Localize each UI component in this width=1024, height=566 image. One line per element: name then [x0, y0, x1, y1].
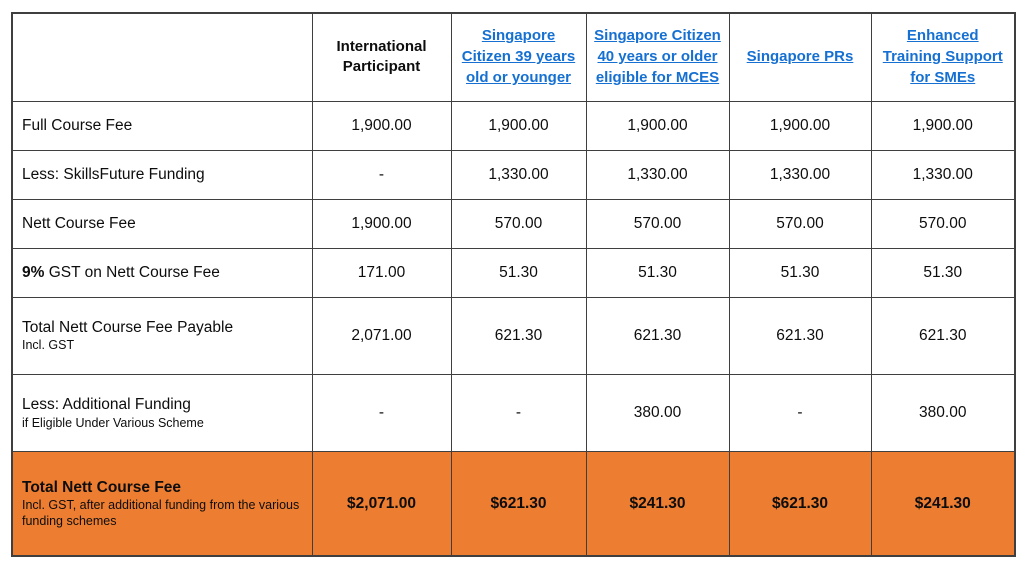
- row-full-course-fee-value-sg-citizen-39-or-younger: 1,900.00: [450, 100, 587, 151]
- column-sg-citizen-40-or-older-mces-link[interactable]: Singapore Citizen 40 years or older elig…: [594, 27, 721, 86]
- row-total-nett-course-fee-payable-value-enhanced-training-support-smes: 621.30: [870, 296, 1016, 375]
- row-less-additional-funding-value-sg-citizen-39-or-younger: -: [450, 373, 587, 453]
- header-row: International Participant Singapore Citiz…: [11, 12, 1016, 102]
- row-total-nett-course-fee-payable-value-international-participant: 2,071.00: [311, 296, 452, 375]
- row-full-course-fee-value-international-participant: 1,900.00: [311, 100, 452, 151]
- row-less-skillsfuture-funding-value-singapore-prs: 1,330.00: [728, 149, 872, 200]
- row-gst-on-nett-course-fee-label: 9% GST on Nett Course Fee: [11, 247, 313, 298]
- row-less-skillsfuture-funding-value-sg-citizen-40-or-older-mces: 1,330.00: [585, 149, 730, 200]
- row-gst-on-nett-course-fee-value-sg-citizen-39-or-younger: 51.30: [450, 247, 587, 298]
- row-gst-on-nett-course-fee: 9% GST on Nett Course Fee 171.00 51.30 51.3…: [11, 247, 1016, 298]
- row-label-text: Total Nett Course Fee: [22, 479, 182, 497]
- row-total-nett-course-fee-payable-value-sg-citizen-40-or-older-mces: 621.30: [585, 296, 730, 375]
- row-nett-course-fee: Nett Course Fee 1,900.00 570.00 570.00 570.0…: [11, 198, 1016, 249]
- row-nett-course-fee-value-international-participant: 1,900.00: [311, 198, 452, 249]
- row-less-skillsfuture-funding: Less: SkillsFuture Funding -1,330.00 1,330…: [11, 149, 1016, 200]
- row-label-text: Less: Additional Funding: [22, 396, 191, 414]
- row-total-nett-course-fee-payable-value-sg-citizen-39-or-younger: 621.30: [450, 296, 587, 375]
- row-less-additional-funding-value-singapore-prs: -: [728, 373, 872, 453]
- row-nett-course-fee-value-singapore-prs: 570.00: [728, 198, 872, 249]
- row-total-nett-course-fee-payable-label: Total Nett Course Fee Payable Incl. GST: [11, 296, 313, 375]
- column-singapore-prs-link[interactable]: Singapore PRs: [746, 47, 854, 65]
- row-less-additional-funding: Less: Additional Funding if Eligible Unde…: [11, 373, 1016, 453]
- row-total-nett-course-fee-label: Total Nett Course Fee Incl. GST, after ad…: [11, 451, 313, 557]
- column-sg-citizen-40-or-older-mces: Singapore Citizen 40 years or older elig…: [585, 12, 730, 102]
- row-nett-course-fee-value-sg-citizen-39-or-younger: 570.00: [450, 198, 587, 249]
- row-label-text: Full Course Fee: [22, 116, 133, 134]
- column-enhanced-training-support-smes: Enhanced Training Support for SMEs: [870, 12, 1016, 102]
- row-less-skillsfuture-funding-value-sg-citizen-39-or-younger: 1,330.00: [450, 149, 587, 200]
- row-nett-course-fee-value-sg-citizen-40-or-older-mces: 570.00: [585, 198, 730, 249]
- row-label-text: Total Nett Course Fee Payable: [22, 319, 234, 337]
- row-gst-on-nett-course-fee-value-singapore-prs: 51.30: [728, 247, 872, 298]
- row-total-nett-course-fee-value-enhanced-training-support-smes: $241.30: [870, 451, 1016, 557]
- row-gst-on-nett-course-fee-value-sg-citizen-40-or-older-mces: 51.30: [585, 247, 730, 298]
- course-fee-table: International Participant Singapore Citiz…: [11, 12, 1016, 557]
- row-nett-course-fee-value-enhanced-training-support-smes: 570.00: [870, 198, 1016, 249]
- row-full-course-fee-value-singapore-prs: 1,900.00: [728, 100, 872, 151]
- column-sg-citizen-39-or-younger-link[interactable]: Singapore Citizen 39 years old or younge…: [461, 27, 576, 86]
- row-total-nett-course-fee-sublabel: Incl. GST, after additional funding from…: [22, 498, 300, 528]
- row-less-additional-funding-value-sg-citizen-40-or-older-mces: 380.00: [585, 373, 730, 453]
- row-gst-on-nett-course-fee-value-international-participant: 171.00: [311, 247, 452, 298]
- fee-table-body: Full Course Fee 1,900.00 1,900.00 1,900.00 1…: [11, 100, 1016, 557]
- row-less-skillsfuture-funding-value-international-participant: -: [311, 149, 452, 200]
- row-label-text: GST on Nett Course Fee: [44, 264, 220, 282]
- row-total-nett-course-fee-payable-sublabel: Incl. GST: [22, 338, 75, 353]
- row-total-nett-course-fee-payable-value-singapore-prs: 621.30: [728, 296, 872, 375]
- row-total-nett-course-fee-value-sg-citizen-39-or-younger: $621.30: [450, 451, 587, 557]
- row-full-course-fee-label: Full Course Fee: [11, 100, 313, 151]
- row-total-nett-course-fee-value-singapore-prs: $621.30: [728, 451, 872, 557]
- row-less-additional-funding-label: Less: Additional Funding if Eligible Unde…: [11, 373, 313, 453]
- row-less-additional-funding-value-international-participant: -: [311, 373, 452, 453]
- row-total-nett-course-fee-value-international-participant: $2,071.00: [311, 451, 452, 557]
- row-total-nett-course-fee: Total Nett Course Fee Incl. GST, after ad…: [11, 451, 1016, 557]
- course-fee-table-container: International Participant Singapore Citiz…: [11, 12, 1016, 557]
- column-sg-citizen-39-or-younger: Singapore Citizen 39 years old or younge…: [450, 12, 587, 102]
- row-label-text: 9%: [22, 264, 45, 282]
- row-full-course-fee-value-sg-citizen-40-or-older-mces: 1,900.00: [585, 100, 730, 151]
- column-international-participant: International Participant: [311, 12, 452, 102]
- row-less-skillsfuture-funding-label: Less: SkillsFuture Funding: [11, 149, 313, 200]
- row-nett-course-fee-label: Nett Course Fee: [11, 198, 313, 249]
- column-singapore-prs: Singapore PRs: [728, 12, 872, 102]
- row-label-text: Less: SkillsFuture Funding: [22, 165, 205, 183]
- row-less-additional-funding-value-enhanced-training-support-smes: 380.00: [870, 373, 1016, 453]
- row-total-nett-course-fee-value-sg-citizen-40-or-older-mces: $241.30: [585, 451, 730, 557]
- row-label-text: Nett Course Fee: [22, 214, 136, 232]
- row-less-skillsfuture-funding-value-enhanced-training-support-smes: 1,330.00: [870, 149, 1016, 200]
- column-enhanced-training-support-smes-link[interactable]: Enhanced Training Support for SMEs: [882, 27, 1003, 86]
- row-total-nett-course-fee-payable: Total Nett Course Fee Payable Incl. GST 2,…: [11, 296, 1016, 375]
- column-row-labels: [11, 12, 313, 102]
- row-gst-on-nett-course-fee-value-enhanced-training-support-smes: 51.30: [870, 247, 1016, 298]
- row-full-course-fee-value-enhanced-training-support-smes: 1,900.00: [870, 100, 1016, 151]
- row-full-course-fee: Full Course Fee 1,900.00 1,900.00 1,900.00 1…: [11, 100, 1016, 151]
- row-less-additional-funding-sublabel: if Eligible Under Various Scheme: [22, 415, 204, 430]
